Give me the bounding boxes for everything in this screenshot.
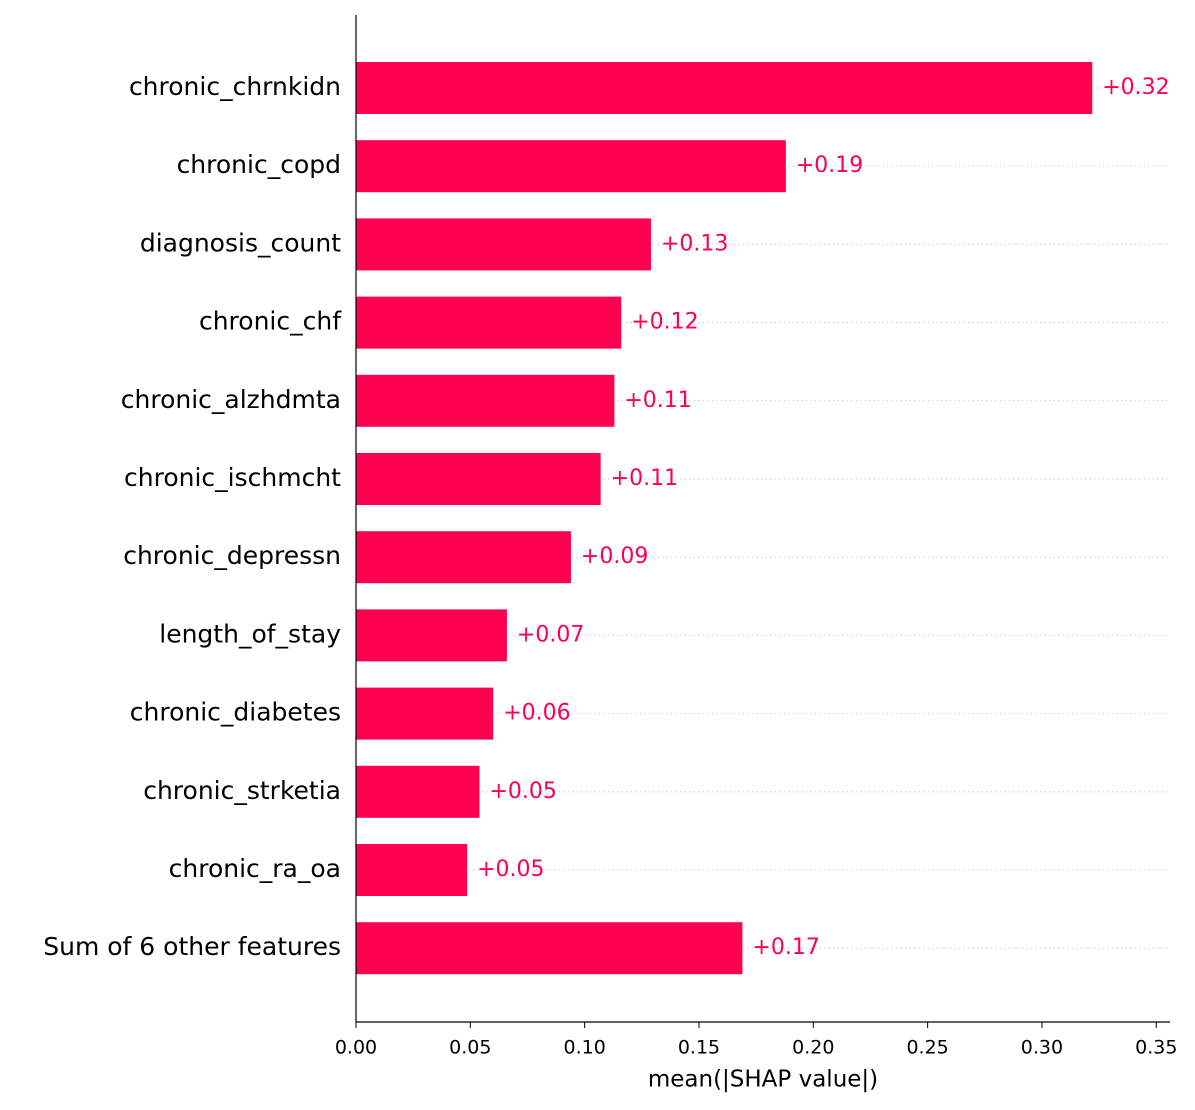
value-label: +0.32 [1102,75,1169,100]
value-label: +0.05 [489,779,556,804]
x-tick-label: 0.30 [1021,1037,1063,1059]
x-tick-label: 0.15 [678,1037,720,1059]
x-axis-label: mean(|SHAP value|) [648,1067,878,1093]
bar [356,922,743,975]
bar [356,218,651,271]
value-label: +0.11 [611,466,678,491]
y-tick-label: chronic_depressn [123,541,341,570]
y-tick-label: chronic_diabetes [130,698,341,727]
value-label: +0.13 [661,231,728,256]
value-label: +0.07 [517,622,584,647]
bar [356,453,601,505]
value-label: +0.09 [581,544,648,569]
bar [356,374,615,427]
y-tick-label: diagnosis_count [140,228,341,257]
x-tick-label: 0.25 [906,1037,948,1059]
y-tick-label: chronic_chrnkidn [129,72,341,101]
bar [356,296,622,349]
x-tick-label: 0.00 [335,1037,377,1059]
x-tick-label: 0.20 [792,1037,834,1059]
value-label: +0.19 [796,153,863,178]
bar [356,140,786,193]
bar [356,531,571,584]
x-tick-label: 0.10 [563,1037,605,1059]
y-tick-label: chronic_ra_oa [169,854,341,883]
value-label: +0.05 [477,857,544,882]
x-tick-label: 0.05 [449,1037,491,1059]
x-tick-label: 0.35 [1135,1037,1177,1059]
y-tick-label: chronic_ischmcht [124,463,341,492]
value-label: +0.17 [752,935,819,960]
bar [356,609,507,662]
bar [356,687,494,740]
bar [356,62,1093,114]
y-tick-label: chronic_chf [199,307,342,336]
bar [356,765,480,818]
value-label: +0.06 [503,701,570,726]
value-label: +0.11 [624,388,691,413]
bar [356,844,468,896]
y-tick-label: chronic_copd [177,150,341,179]
y-tick-label: Sum of 6 other features [43,932,341,961]
y-tick-label: chronic_alzhdmta [121,385,341,414]
y-tick-label: chronic_strketia [143,776,341,805]
y-tick-label: length_of_stay [159,619,341,648]
value-label: +0.12 [631,310,698,335]
